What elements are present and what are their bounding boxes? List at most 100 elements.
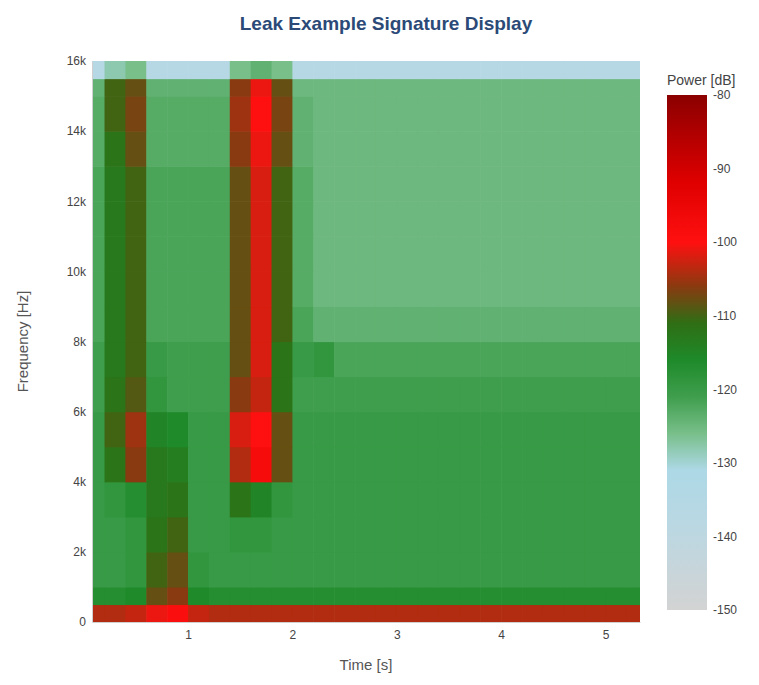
- heatmap-cell: [313, 447, 334, 483]
- heatmap-cell: [209, 306, 230, 342]
- heatmap-cell: [418, 412, 439, 448]
- tick: 2k: [73, 545, 92, 559]
- heatmap-cell: [564, 517, 585, 553]
- heatmap-cell: [439, 79, 460, 97]
- heatmap-cell: [376, 552, 397, 588]
- tick: -140: [707, 530, 737, 544]
- heatmap-cell: [313, 517, 334, 553]
- heatmap-cell: [355, 271, 376, 307]
- heatmap-cell: [501, 517, 522, 553]
- heatmap-cell: [376, 412, 397, 448]
- heatmap-cell: [522, 61, 543, 79]
- heatmap-cell: [522, 517, 543, 553]
- heatmap-cell: [522, 201, 543, 237]
- heatmap-cell: [125, 587, 146, 605]
- heatmap-cell: [92, 377, 105, 413]
- heatmap-cell: [501, 377, 522, 413]
- heatmap-cell: [480, 447, 501, 483]
- heatmap-cell: [626, 587, 640, 605]
- tick-label: 8k: [73, 335, 87, 349]
- heatmap-cell: [501, 604, 522, 622]
- heatmap-cell: [105, 201, 126, 237]
- tick: -130: [707, 456, 737, 470]
- heatmap-cell: [125, 271, 146, 307]
- heatmap-cell: [397, 79, 418, 97]
- heatmap-cell: [626, 377, 640, 413]
- heatmap-cell: [167, 587, 188, 605]
- heatmap-cell: [272, 201, 293, 237]
- heatmap-cell: [188, 377, 209, 413]
- heatmap-cell: [251, 552, 272, 588]
- heatmap-cell: [439, 306, 460, 342]
- tick: 1: [185, 622, 192, 642]
- heatmap-cell: [209, 96, 230, 132]
- heatmap-cell: [480, 587, 501, 605]
- tick-label: 10k: [67, 265, 87, 279]
- heatmap-cell: [522, 482, 543, 518]
- heatmap-cell: [209, 166, 230, 202]
- heatmap-cell: [188, 517, 209, 553]
- heatmap-cell: [272, 96, 293, 132]
- x-axis: 12345: [93, 622, 641, 642]
- heatmap-cell: [397, 271, 418, 307]
- heatmap-cell: [251, 342, 272, 378]
- heatmap-cell: [564, 447, 585, 483]
- heatmap-cell: [92, 517, 105, 553]
- heatmap-cell: [146, 166, 167, 202]
- heatmap-cell: [92, 447, 105, 483]
- heatmap-cell: [439, 604, 460, 622]
- tick-label: 14k: [67, 124, 87, 138]
- heatmap-cell: [606, 306, 627, 342]
- heatmap-cell: [105, 377, 126, 413]
- heatmap-cell: [355, 131, 376, 167]
- heatmap-cell: [334, 131, 355, 167]
- heatmap-cell: [188, 412, 209, 448]
- heatmap-cell: [543, 412, 564, 448]
- heatmap-cell: [105, 79, 126, 97]
- heatmap-cell: [230, 377, 251, 413]
- heatmap-cell: [125, 604, 146, 622]
- heatmap-cell: [167, 517, 188, 553]
- heatmap-cell: [418, 447, 439, 483]
- heatmap-cell: [585, 166, 606, 202]
- heatmap-cell: [606, 201, 627, 237]
- heatmap-cell: [418, 517, 439, 553]
- heatmap-cell: [292, 604, 313, 622]
- heatmap-cell: [564, 166, 585, 202]
- heatmap-cell: [355, 166, 376, 202]
- heatmap-cell: [585, 306, 606, 342]
- tick-label: -120: [713, 383, 737, 397]
- tick-label: 2: [290, 628, 297, 642]
- heatmap-cell: [272, 604, 293, 622]
- heatmap-cell: [292, 306, 313, 342]
- heatmap-cell: [209, 377, 230, 413]
- heatmap-cell: [292, 236, 313, 272]
- heatmap-cell: [439, 447, 460, 483]
- heatmap-cell: [292, 412, 313, 448]
- tick-label: 2k: [73, 545, 87, 559]
- heatmap-cell: [230, 482, 251, 518]
- heatmap-cell: [564, 552, 585, 588]
- tick: 12k: [67, 195, 92, 209]
- heatmap-cell: [439, 342, 460, 378]
- heatmap-cell: [209, 131, 230, 167]
- heatmap-cell: [606, 61, 627, 79]
- tick: -100: [707, 235, 737, 249]
- heatmap-cell: [376, 61, 397, 79]
- heatmap-cell: [105, 271, 126, 307]
- heatmap-cell: [167, 131, 188, 167]
- heatmap-cell: [188, 342, 209, 378]
- heatmap-cell: [313, 412, 334, 448]
- tick-label: 16k: [67, 54, 87, 68]
- tick-label: -80: [713, 88, 731, 102]
- heatmap-cell: [626, 79, 640, 97]
- heatmap-cell: [459, 166, 480, 202]
- heatmap-cell: [292, 131, 313, 167]
- x-axis-title: Time [s]: [340, 656, 393, 673]
- heatmap-cell: [564, 604, 585, 622]
- heatmap-cell: [355, 96, 376, 132]
- heatmap-cell: [146, 131, 167, 167]
- tick-label: 12k: [67, 195, 87, 209]
- heatmap-cell: [585, 447, 606, 483]
- heatmap-cell: [376, 79, 397, 97]
